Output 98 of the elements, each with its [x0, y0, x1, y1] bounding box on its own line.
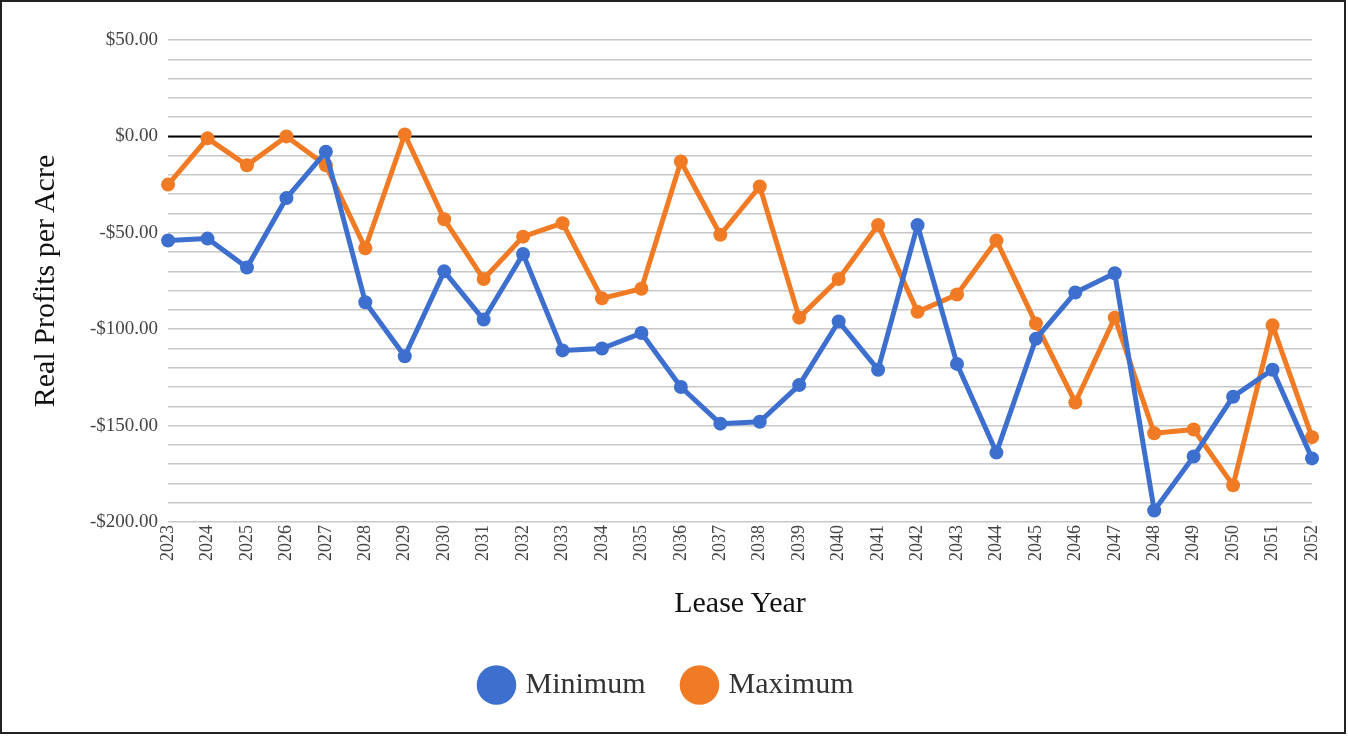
point [161, 177, 176, 192]
x-tick-label: 2039 [787, 525, 808, 561]
x-tick-label: 2030 [432, 525, 453, 561]
x-tick-label: 2047 [1103, 525, 1124, 561]
x-tick-label: 2052 [1300, 525, 1321, 561]
point [318, 144, 333, 159]
point [634, 326, 649, 341]
x-tick-label: 2048 [1142, 525, 1163, 561]
x-tick-label: 2042 [906, 525, 927, 561]
x-tick-label: 2035 [630, 525, 651, 561]
point [437, 212, 452, 227]
point [516, 229, 531, 244]
point [792, 378, 807, 393]
x-tick-label: 2043 [945, 525, 966, 561]
point [1265, 318, 1280, 333]
x-tick-label: 2026 [275, 525, 296, 561]
point [1226, 389, 1241, 404]
x-tick-label: 2028 [354, 525, 375, 561]
point [279, 129, 294, 144]
x-tick-label: 2031 [472, 525, 493, 561]
point [279, 191, 294, 206]
point [594, 341, 609, 356]
point [1107, 266, 1122, 281]
point [239, 260, 254, 275]
x-tick-label: 2040 [827, 525, 848, 561]
point [949, 356, 964, 371]
y-axis-title: Real Profits per Acre [26, 154, 60, 408]
point [1068, 395, 1083, 410]
point [1186, 422, 1201, 437]
point [989, 233, 1004, 248]
point [1305, 430, 1319, 445]
point [1226, 478, 1241, 493]
y-tick-label: -$150.00 [90, 413, 159, 435]
x-tick-label: 2050 [1221, 525, 1242, 561]
point [239, 158, 254, 173]
point [161, 233, 176, 248]
x-tick-label: 2051 [1261, 525, 1282, 561]
point [1147, 503, 1162, 518]
point [910, 218, 925, 233]
point [200, 131, 215, 146]
point [792, 310, 807, 325]
x-tick-label: 2045 [1024, 525, 1045, 561]
point [437, 264, 452, 279]
x-tick-label: 2032 [511, 525, 532, 561]
point [713, 416, 728, 431]
point [752, 179, 767, 194]
point [200, 231, 215, 246]
point [831, 272, 846, 287]
point [910, 304, 925, 319]
x-tick-label: 2023 [156, 525, 177, 561]
point [358, 295, 373, 310]
point [1265, 362, 1280, 377]
point [949, 287, 964, 302]
point [871, 218, 886, 233]
x-tick-label: 2038 [748, 525, 769, 561]
y-tick-label: -$200.00 [90, 509, 159, 531]
x-tick-label: 2027 [314, 525, 335, 561]
y-tick-label: -$100.00 [90, 317, 159, 339]
point [713, 227, 728, 242]
point [555, 343, 570, 358]
legend-label: Minimum [525, 665, 646, 699]
y-tick-label: $50.00 [105, 27, 159, 49]
y-tick-label: $0.00 [115, 124, 159, 146]
point [871, 362, 886, 377]
x-tick-label: 2034 [590, 525, 611, 561]
point [634, 281, 649, 296]
point [1068, 285, 1083, 300]
x-tick-label: 2029 [393, 525, 414, 561]
point [1028, 331, 1043, 346]
point [594, 291, 609, 306]
x-tick-label: 2049 [1182, 525, 1203, 561]
legend-label: Maximum [728, 665, 854, 699]
point [1186, 449, 1201, 464]
point [397, 127, 412, 142]
point [831, 314, 846, 329]
x-tick-label: 2024 [196, 525, 217, 561]
x-tick-label: 2036 [669, 525, 690, 561]
x-tick-label: 2025 [235, 525, 256, 561]
point [673, 154, 688, 169]
point [989, 445, 1004, 460]
x-tick-label: 2033 [551, 525, 572, 561]
point [397, 349, 412, 364]
point [1147, 426, 1162, 441]
x-axis-title: Lease Year [674, 584, 806, 618]
point [673, 380, 688, 395]
point [516, 247, 531, 262]
y-tick-label: -$50.00 [99, 220, 159, 242]
x-tick-label: 2041 [866, 525, 887, 561]
x-tick-label: 2046 [1064, 525, 1085, 561]
x-tick-label: 2044 [985, 525, 1006, 561]
point [752, 414, 767, 429]
point [1028, 316, 1043, 331]
x-tick-label: 2037 [709, 525, 730, 561]
point [476, 312, 491, 327]
point [358, 241, 373, 256]
point [555, 216, 570, 231]
point [1305, 451, 1319, 466]
point [476, 272, 491, 287]
